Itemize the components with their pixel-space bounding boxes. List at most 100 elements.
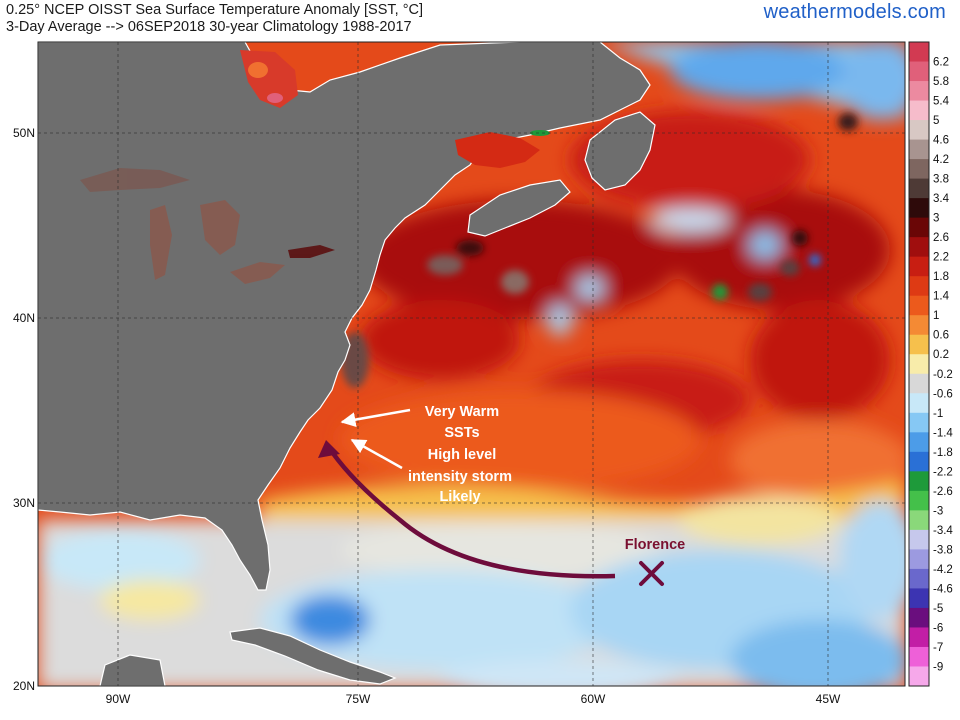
lon-label-60w: 60W [581, 692, 606, 706]
colorbar-swatch [909, 607, 929, 628]
colorbar-label: -9 [933, 661, 943, 673]
colorbar-label: -7 [933, 642, 943, 654]
colorbar-swatch [909, 412, 929, 433]
storm-track-arrowhead [318, 440, 340, 458]
colorbar-swatch [909, 81, 929, 102]
colorbar-label: 5.8 [933, 76, 949, 88]
map-subtitle: 3-Day Average --> 06SEP2018 30-year Clim… [6, 19, 412, 35]
colorbar-swatch [909, 627, 929, 648]
colorbar-swatch [909, 451, 929, 472]
colorbar-swatch [909, 334, 929, 355]
lon-label-75w: 75W [346, 692, 371, 706]
colorbar-label: -2.2 [933, 466, 953, 478]
colorbar-swatch [909, 510, 929, 531]
north-america-land [38, 42, 651, 591]
annotations: Very Warm SSTs High level intensity stor… [318, 404, 685, 586]
colorbar-label: -0.6 [933, 388, 953, 400]
lon-label-90w: 90W [106, 692, 131, 706]
storm-track [326, 444, 616, 579]
colorbar-label: -1.4 [933, 427, 953, 439]
colorbar-label: 0.6 [933, 330, 949, 342]
plot-area [38, 42, 905, 686]
lat-axis: 50N 40N 30N 20N [13, 126, 35, 693]
graticule [38, 42, 905, 686]
colorbar-swatch [909, 588, 929, 609]
colorbar-swatch [909, 393, 929, 414]
lat-label-20n: 20N [13, 679, 35, 693]
colorbar-label: -3.8 [933, 544, 953, 556]
yucatan-land [99, 654, 166, 686]
colorbar-swatch [909, 198, 929, 219]
colorbar-swatch [909, 432, 929, 453]
lat-label-50n: 50N [13, 126, 35, 140]
colorbar-swatch [909, 178, 929, 199]
great-lakes [80, 168, 335, 284]
lon-axis: 90W 75W 60W 45W [106, 692, 841, 706]
colorbar: 6.2 5.8 5.4 5 4.6 4.2 3.8 3.4 3 2.6 2.2 1.8 1.4 1 0.6 0… [908, 41, 953, 687]
colorbar-label: 6.2 [933, 57, 949, 69]
colorbar-label: -3 [933, 505, 943, 517]
colorbar-label: 2.2 [933, 252, 949, 264]
colorbar-swatch [909, 295, 929, 316]
colorbar-swatch [909, 568, 929, 589]
colorbar-swatch [909, 315, 929, 336]
colorbar-label: -1.8 [933, 447, 953, 459]
colorbar-swatch [909, 646, 929, 667]
colorbar-label: 5 [933, 115, 939, 127]
colorbar-label: 3.4 [933, 193, 950, 205]
storm-name-label: Florence [625, 537, 685, 553]
warm-text-line1: Very Warm [425, 404, 499, 420]
newfoundland-land [584, 111, 656, 191]
storm-position-marker [639, 561, 664, 586]
hudson-bay-patch [240, 50, 298, 108]
map-title: 0.25° NCEP OISST Sea Surface Temperature… [6, 2, 423, 18]
cuba-land [229, 627, 397, 685]
colorbar-swatch [909, 159, 929, 180]
colorbar-swatch [909, 490, 929, 511]
gulf-st-lawrence [455, 130, 550, 168]
colorbar-swatch [909, 139, 929, 160]
lat-label-40n: 40N [13, 311, 35, 325]
colorbar-swatch [909, 256, 929, 277]
colorbar-label: 2.6 [933, 232, 949, 244]
colorbar-swatch [909, 120, 929, 141]
colorbar-label: 1 [933, 310, 939, 322]
colorbar-label: -2.6 [933, 486, 953, 498]
colorbar-swatch [909, 471, 929, 492]
colorbar-swatch [909, 100, 929, 121]
nova-scotia-land [467, 179, 571, 237]
colorbar-swatch [909, 42, 929, 63]
colorbar-swatch [909, 237, 929, 258]
warm-arrow [340, 408, 411, 428]
colorbar-swatch [909, 276, 929, 297]
colorbar-label: -4.6 [933, 583, 953, 595]
colorbar-label: 5.4 [933, 96, 950, 108]
colorbar-label: -4.2 [933, 564, 953, 576]
brand-link[interactable]: weathermodels.com [763, 1, 946, 23]
warm-text-line2: SSTs [444, 425, 479, 441]
colorbar-label: -3.4 [933, 525, 953, 537]
storm-text-line2: intensity storm [408, 469, 512, 485]
colorbar-swatch [909, 666, 929, 687]
colorbar-label: 1.4 [933, 291, 950, 303]
colorbar-label: 3.8 [933, 174, 949, 186]
colorbar-swatch [909, 217, 929, 238]
colorbar-label: -0.2 [933, 369, 953, 381]
colorbar-label: 4.6 [933, 135, 949, 147]
plot-frame [37, 41, 906, 687]
colorbar-label: -5 [933, 603, 943, 615]
colorbar-swatch [909, 549, 929, 570]
colorbar-label: -1 [933, 408, 943, 420]
storm-text-line3: Likely [439, 489, 480, 505]
colorbar-label: -6 [933, 622, 943, 634]
colorbar-swatch [909, 373, 929, 394]
colorbar-label: 0.2 [933, 349, 949, 361]
lon-label-45w: 45W [816, 692, 841, 706]
colorbar-swatch [909, 354, 929, 375]
storm-text-line1: High level [428, 447, 497, 463]
colorbar-swatch [909, 61, 929, 82]
storm-arrow [350, 438, 403, 470]
colorbar-label: 1.8 [933, 271, 949, 283]
colorbar-label: 4.2 [933, 154, 949, 166]
